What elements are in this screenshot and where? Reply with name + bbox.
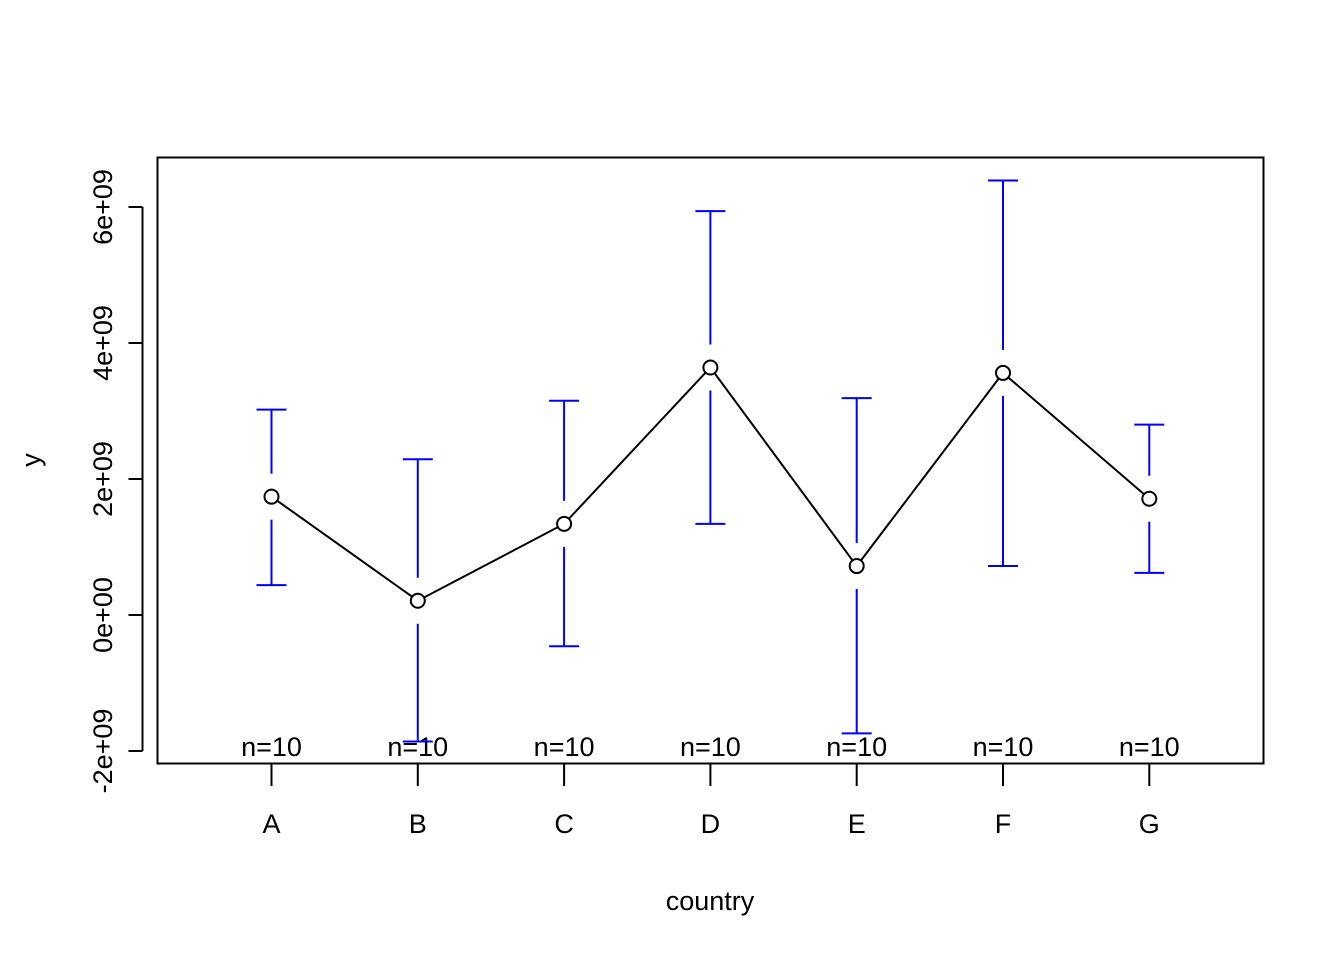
count-label: n=10 bbox=[973, 732, 1034, 762]
count-label: n=10 bbox=[680, 732, 741, 762]
x-tick-label: G bbox=[1139, 809, 1160, 839]
y-axis: -2e+09 0e+00 2e+09 4e+09 6e+09 bbox=[88, 169, 144, 794]
data-point bbox=[995, 364, 1011, 381]
count-label: n=10 bbox=[826, 732, 887, 762]
data-point bbox=[702, 359, 719, 376]
data-point bbox=[1141, 490, 1158, 507]
count-labels: n=10 n=10 n=10 n=10 n=10 n=10 n=10 bbox=[241, 732, 1180, 762]
x-tick-label: C bbox=[554, 809, 574, 839]
x-tick-label: F bbox=[995, 809, 1012, 839]
data-point bbox=[409, 592, 426, 609]
count-label: n=10 bbox=[1119, 732, 1180, 762]
y-tick-label: 4e+09 bbox=[88, 305, 118, 381]
data-point bbox=[556, 515, 573, 532]
x-tick-label: D bbox=[701, 809, 721, 839]
count-label: n=10 bbox=[241, 732, 302, 762]
y-tick-label: 6e+09 bbox=[88, 169, 118, 245]
x-tick-label: E bbox=[848, 809, 866, 839]
y-tick-label: -2e+09 bbox=[88, 709, 118, 794]
x-axis: A B C D E F G bbox=[262, 762, 1160, 839]
x-axis-label: country bbox=[666, 886, 755, 916]
count-label: n=10 bbox=[534, 732, 595, 762]
error-bars bbox=[256, 179, 1165, 743]
x-tick-label: B bbox=[409, 809, 427, 839]
y-tick-label: 0e+00 bbox=[88, 577, 118, 653]
x-tick-label: A bbox=[262, 809, 280, 839]
data-point bbox=[263, 488, 280, 505]
data-points bbox=[263, 359, 1158, 609]
y-tick-label: 2e+09 bbox=[88, 441, 118, 517]
data-point bbox=[848, 558, 865, 575]
y-axis-label: y bbox=[16, 453, 46, 467]
